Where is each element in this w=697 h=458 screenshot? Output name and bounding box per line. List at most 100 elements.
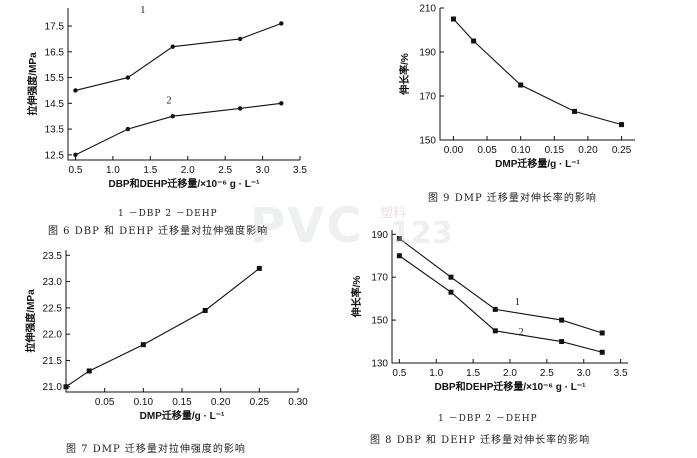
fig9-xtick-label: 0.20 — [578, 145, 598, 156]
fig6-xtick-label: 3.0 — [256, 165, 270, 176]
watermark-num-text: 123 — [390, 216, 453, 251]
fig7-ytick-label: 23.0 — [43, 277, 63, 288]
fig8-ytick-label: 130 — [371, 359, 388, 370]
fig8-ylabel: 伸长率/% — [350, 276, 363, 319]
fig6-xlabel: DBP和DEHP迁移量/×10⁻⁶ g · L⁻¹ — [108, 177, 260, 190]
fig8-xlabel: DBP和DEHP迁移量/×10⁻⁶ g · L⁻¹ — [434, 380, 586, 393]
fig8-series-2-point — [448, 289, 454, 295]
fig6-xtick-label: 0.5 — [69, 165, 83, 176]
fig8-series-1-point — [448, 274, 454, 280]
fig6-xtick-label: 1.5 — [143, 165, 157, 176]
fig8-series-label-1: 1 — [515, 297, 520, 308]
fig8-ytick-label: 150 — [371, 316, 388, 327]
fig8-caption: 图 8 DBP 和 DEHP 迁移量对伸长率的影响 — [370, 435, 591, 446]
fig6-ytick-label: 13.5 — [45, 125, 65, 136]
fig8-xtick-label: 3.0 — [577, 368, 591, 379]
fig7-series-1-point — [140, 342, 146, 348]
fig7-series-1-point — [202, 307, 208, 313]
fig7-xtick-label: 0.10 — [134, 397, 154, 408]
fig6-chart: 0.5 1.0 1.5 2.0 2.5 3.0 3.5 12.5 13.5 14.5 15.5 16.… — [26, 5, 307, 190]
fig9-chart: 0.00 0.05 0.10 0.15 0.20 0.25 150 170 190 210 DMP迁… — [398, 4, 635, 170]
fig7-xtick-label: 0.25 — [250, 397, 270, 408]
fig8-ytick-label: 190 — [371, 230, 388, 241]
fig9-ytick-label: 150 — [419, 136, 436, 147]
fig7-chart: 0.05 0.10 0.15 0.20 0.25 0.30 21.0 21.5 22.0 22.5… — [24, 250, 308, 422]
fig8-xtick-label: 2.0 — [503, 368, 517, 379]
pvc123-watermark: PVC 塑料 123 — [250, 198, 453, 258]
fig9-ytick-label: 210 — [419, 4, 436, 15]
fig9-xtick-label: 0.15 — [545, 145, 565, 156]
fig6-series-2-point — [73, 152, 78, 158]
fig6-series-label-2: 2 — [167, 95, 172, 106]
fig8-series-1-point — [559, 317, 565, 323]
fig7-ylabel: 拉伸强度/MPa — [24, 289, 37, 353]
fig9-series-1-point — [619, 122, 625, 128]
fig8-series-1-point — [599, 330, 605, 336]
fig6-series-1-point — [125, 75, 131, 80]
fig7-ytick-label: 21.0 — [43, 382, 63, 393]
fig9-series-1-point — [471, 38, 477, 44]
fig9-series-1-point — [518, 82, 524, 88]
fig7-caption: 图 7 DMP 迁移量对拉伸强度的影响 — [66, 444, 246, 455]
fig7-ytick-label: 23.5 — [43, 251, 63, 262]
fig6-series-2-point — [125, 126, 131, 132]
fig6-ytick-label: 17.5 — [45, 22, 65, 33]
fig9-ytick-label: 170 — [419, 92, 436, 103]
fig6-series-1-point — [170, 44, 175, 49]
fig6-legend: 1 －DBP 2 －DEHP — [118, 209, 218, 219]
fig6-series-line-2 — [75, 102, 282, 156]
fig8-series-2-point — [492, 328, 498, 334]
fig7-xtick-label: 0.05 — [95, 397, 115, 408]
fig9-series-1-point — [450, 16, 456, 22]
fig6-series-line-1 — [75, 22, 282, 91]
fig6-series-label-1: 1 — [140, 5, 145, 16]
fig9-ylabel: 伸长率/% — [398, 53, 411, 96]
fig9-xtick-label: 0.05 — [477, 145, 497, 156]
fig6-axes — [67, 8, 300, 161]
fig6-xtick-label: 2.0 — [181, 165, 195, 176]
fig8-series-2-point — [599, 349, 605, 355]
fig6-series-1-point — [73, 88, 78, 93]
fig9-xtick-label: 0.10 — [511, 145, 531, 156]
fig7-ytick-label: 22.5 — [43, 303, 63, 314]
watermark-pvc-text: PVC — [250, 198, 364, 254]
fig6-ytick-label: 12.5 — [45, 150, 65, 161]
fig8-xtick-label: 0.5 — [392, 368, 406, 379]
fig8-chart: 0.5 1.0 1.5 2.0 2.5 3.0 3.5 130 150 170 190 DBP和DEH… — [350, 230, 628, 393]
fig8-legend: 1 －DBP 2 －DEHP — [438, 414, 538, 424]
fig7-series-1-point — [256, 265, 262, 271]
fig9-xlabel: DMP迁移量/g · L⁻¹ — [495, 157, 580, 170]
fig6-caption: 图 6 DBP 和 DEHP 迁移量对拉伸强度影响 — [48, 226, 269, 237]
fig8-series-1-point — [396, 236, 402, 242]
fig8-series-label-2: 2 — [519, 327, 524, 338]
fig7-ytick-label: 21.5 — [43, 356, 63, 367]
fig7-xtick-label: 0.15 — [172, 397, 192, 408]
fig7-ytick-label: 22.0 — [43, 330, 63, 341]
fig7-xtick-label: 0.30 — [288, 397, 308, 408]
fig7-series-1-point — [63, 384, 69, 390]
fig8-xtick-label: 3.5 — [614, 368, 628, 379]
fig9-caption: 图 9 DMP 迁移量对伸长率的影响 — [428, 193, 597, 204]
fig6-series-2-point — [170, 114, 175, 119]
fig7-series-1-point — [86, 368, 92, 374]
fig9-series-1-point — [571, 108, 577, 114]
fig6-ytick-label: 16.5 — [45, 47, 65, 58]
fig9-ytick-label: 190 — [419, 48, 436, 59]
fig6-ytick-label: 14.5 — [45, 99, 65, 110]
fig8-xtick-label: 1.5 — [466, 368, 480, 379]
fig7-axes — [65, 250, 298, 393]
fig6-xtick-label: 3.5 — [293, 165, 307, 176]
watermark-cn-text: 塑料 — [380, 206, 407, 221]
fig6-series-2-point — [237, 106, 243, 111]
fig8-series-2-point — [559, 339, 565, 345]
fig6-series-1-point — [237, 36, 243, 42]
fig8-xtick-label: 2.5 — [540, 368, 554, 379]
fig8-xtick-label: 1.0 — [429, 368, 443, 379]
fig9-xtick-label: 0.00 — [444, 145, 464, 156]
fig6-series-1-point — [279, 21, 284, 26]
fig6-ytick-label: 15.5 — [45, 73, 65, 84]
fig6-series-2-point — [279, 101, 284, 106]
fig6-ylabel: 拉伸强度/MPa — [26, 52, 39, 116]
fig8-series-2-point — [396, 253, 402, 259]
